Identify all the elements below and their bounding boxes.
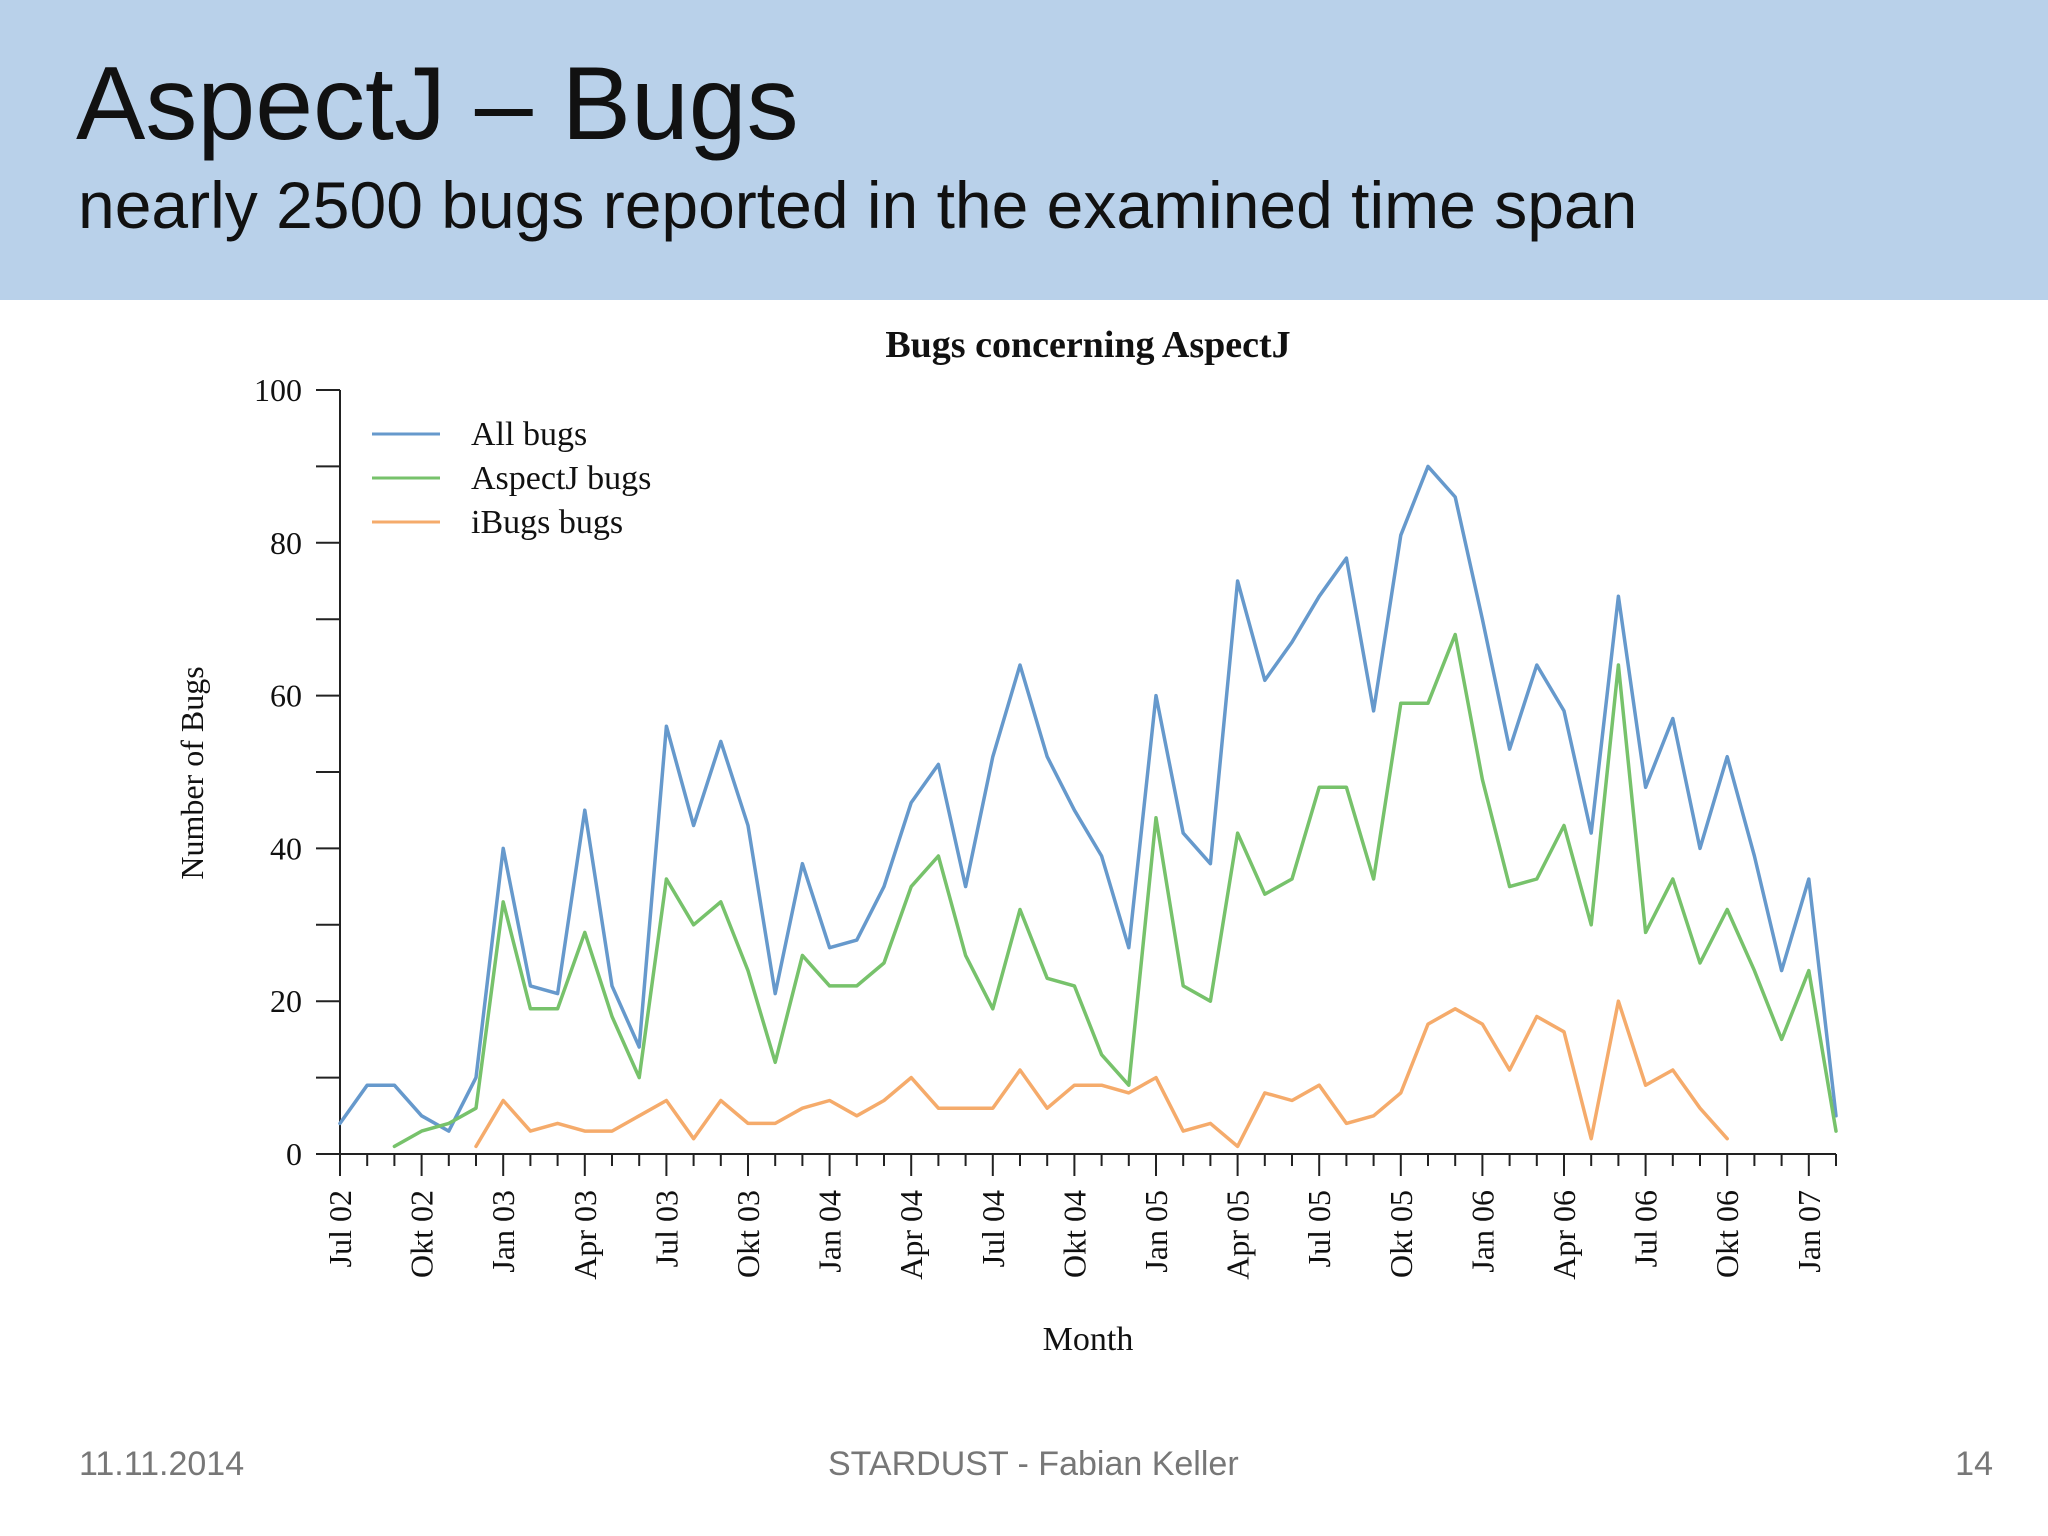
x-tick-label: Apr 06 [1546, 1190, 1582, 1280]
series-line-ibugs-bugs [476, 1001, 1836, 1146]
legend-label: iBugs bugs [471, 504, 623, 541]
y-tick-label: 60 [270, 678, 302, 714]
series-line-aspectj-bugs [392, 632, 1838, 1149]
x-tick-label: Jul 03 [648, 1190, 684, 1267]
legend: All bugs AspectJ bugs iBugs bugs [372, 416, 651, 541]
legend-label: All bugs [471, 416, 587, 453]
slide-subtitle: nearly 2500 bugs reported in the examine… [78, 168, 1638, 242]
x-tick-label: Jul 06 [1628, 1190, 1664, 1267]
x-tick-label: Jan 06 [1464, 1190, 1500, 1273]
y-tick-label: 0 [286, 1136, 302, 1172]
x-tick-label: Jan 04 [812, 1190, 848, 1273]
y-tick-label: 20 [270, 983, 302, 1019]
bugs-line-chart: Bugs concerning AspectJ Number of Bugs M… [174, 324, 2048, 1358]
x-tick-label: Okt 04 [1056, 1190, 1092, 1278]
x-tick-label: Jan 03 [485, 1190, 521, 1273]
page-number: 14 [1955, 1445, 1993, 1483]
x-axis-label: Month [1043, 1321, 1134, 1358]
slide-header [0, 0, 2048, 300]
y-tick-label: 80 [270, 525, 302, 561]
y-tick-label: 40 [270, 830, 302, 866]
x-tick-label: Apr 03 [567, 1190, 603, 1280]
x-tick-label: Apr 04 [893, 1190, 929, 1280]
y-tick-label: 100 [254, 372, 302, 408]
slide-title: AspectJ – Bugs [76, 46, 799, 162]
series-line-all-bugs [338, 464, 1838, 1133]
series-lines [338, 464, 1838, 1149]
legend-label: AspectJ bugs [471, 460, 651, 497]
x-tick-label: Jul 04 [975, 1190, 1011, 1267]
x-tick-label: Okt 03 [730, 1190, 766, 1278]
x-tick-label: Apr 05 [1220, 1190, 1256, 1280]
x-tick-label: Jan 05 [1138, 1190, 1174, 1273]
y-axis-label: Number of Bugs [174, 666, 210, 879]
x-tick-label: Jan 07 [1791, 1190, 1827, 1273]
chart-title: Bugs concerning AspectJ [885, 324, 1290, 366]
x-tick-label: Okt 06 [1709, 1190, 1745, 1278]
footer-author: STARDUST - Fabian Keller [828, 1445, 1239, 1483]
footer-date: 11.11.2014 [79, 1445, 245, 1483]
x-tick-label: Jul 02 [322, 1190, 358, 1267]
axes: 0 20 40 60 80 100 Jul 02 Okt 02 Jan 03 Apr 03 Jul … [254, 372, 1837, 1280]
x-tick-label: Okt 02 [404, 1190, 440, 1278]
x-tick-label: Jul 05 [1301, 1190, 1337, 1267]
x-tick-label: Okt 05 [1383, 1190, 1419, 1278]
